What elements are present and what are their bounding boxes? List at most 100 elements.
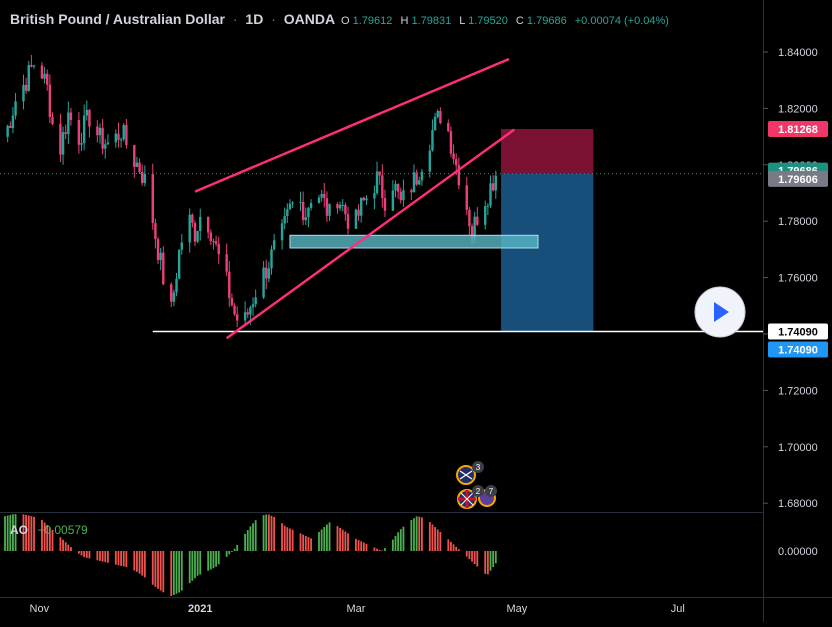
candle-body [249,307,252,315]
ao-bar [281,523,283,551]
candle-body [156,239,160,261]
time-tick-label: Mar [346,603,365,615]
ao-bar [273,517,276,551]
ao-bar [320,529,323,551]
support-zone-box[interactable] [289,234,539,249]
ao-bar [88,551,91,559]
candle-body [447,123,450,132]
ao-bar [46,524,49,551]
ao-bar [310,538,312,551]
ao-bar [428,522,431,551]
ao-bar [25,514,28,551]
candle-body [199,216,202,232]
ao-bar [286,527,289,551]
interval-label[interactable]: 1D [245,11,263,27]
candle-body [373,193,376,199]
candle-body [489,183,492,206]
play-icon [714,302,729,322]
ao-bar [125,551,128,568]
candle-body [394,183,397,191]
ao-bar [318,531,320,551]
candle-body [391,190,395,211]
ao-bar [141,551,144,576]
ao-bar [384,548,386,551]
candle-body [473,216,476,238]
horizontal-line-badge[interactable]: 1.74090 [768,323,828,340]
ao-bar [14,514,17,551]
candle-body [119,139,123,141]
ao-bar [101,551,104,562]
ao-bar [151,551,154,585]
ao-bar [344,531,347,551]
take-profit-zone[interactable] [501,173,594,332]
ao-bar [434,527,436,551]
stop-price-badge[interactable]: 1.81268 [768,121,828,138]
symbol-title: British Pound / Australian Dollar [10,11,226,27]
candle-body [6,125,9,137]
price-tick-label: 1.84000 [778,47,818,59]
exchange-label: OANDA [284,11,335,27]
ao-bar [452,544,455,551]
candle-body [43,73,46,79]
candle-body [449,131,453,154]
candle-body [491,183,495,191]
ao-bar [188,551,191,584]
time-axis-ticks: Nov 2021 Mar May Jul [30,603,685,615]
event-markers[interactable]: 3 2 7 [456,461,497,509]
gb-flag-icon[interactable]: 2 7 [457,485,497,509]
ao-bar [172,551,175,595]
ao-bar [465,551,468,557]
ao-bar [307,537,310,551]
ao-bar [194,551,196,579]
horizontal-line-badge-bg [768,323,828,340]
candle-body [402,190,405,201]
ohlc-high-label: H [400,15,408,27]
stop-loss-zone[interactable] [501,129,594,174]
ao-bar [471,551,473,562]
ao-bar [323,526,326,551]
candle-body [235,314,239,321]
ao-bar [178,551,181,593]
previous-close-badge-label: 1.79606 [778,174,818,186]
ao-bar [196,551,199,576]
ao-bar [117,551,120,566]
replay-play-button[interactable] [694,286,746,338]
trendlines [0,57,763,340]
candle-body [162,252,165,285]
candle-body [24,84,28,91]
ao-bar [64,542,67,551]
candle-body [80,143,83,145]
time-tick-label: 2021 [188,603,212,615]
ao-bar [304,535,307,551]
candle-body [267,268,271,279]
ao-bar [399,529,402,551]
channel-lower-line[interactable] [225,128,515,340]
candlestick-series [6,55,497,328]
candle-body [11,115,15,129]
candle-body [114,133,118,143]
candle-body [27,64,30,91]
candle-body [135,162,139,167]
candle-body [125,124,128,146]
indicator-name[interactable]: AO [10,523,28,537]
candle-body [452,153,455,160]
channel-upper-line[interactable] [194,57,510,193]
ao-bar [339,527,342,551]
candle-body [246,312,249,315]
candle-body [175,278,178,293]
previous-close-badge[interactable]: 1.79606 [768,170,828,187]
candle-body [32,65,36,67]
candle-body [457,165,461,186]
candle-body [418,180,421,185]
candle-body [272,240,276,250]
ohlc-low-value: 1.79520 [468,15,508,27]
ao-bar [12,514,14,551]
ao-bar [236,544,239,551]
candle-body [433,116,437,131]
target-price-badge[interactable]: 1.74090 [768,341,828,358]
ao-bar [27,515,30,551]
svg-text:AO −0.00579: AO −0.00579 [10,523,88,537]
au-flag-icon[interactable]: 3 [456,461,484,485]
